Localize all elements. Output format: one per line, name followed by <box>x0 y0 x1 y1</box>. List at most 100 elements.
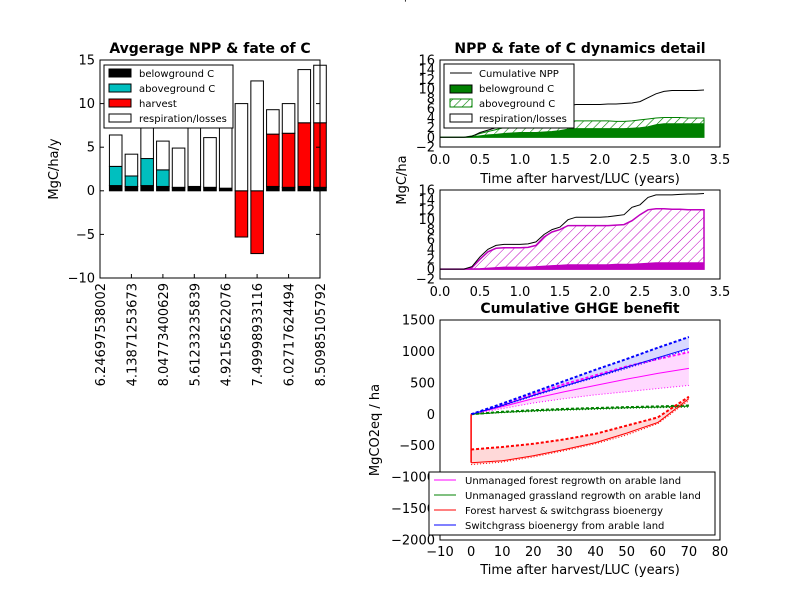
avg-npp-bars <box>108 64 327 255</box>
bar-harvest <box>234 190 249 238</box>
dyn-xtick: 3.0 <box>670 153 691 168</box>
bar-belowground <box>203 186 217 192</box>
area-hatched <box>440 208 705 270</box>
dyn-ytick: 4 <box>427 112 435 127</box>
legend-swatch-aboveground <box>449 98 473 108</box>
legend-label: respiration/losses <box>479 114 567 125</box>
dyn-xtick: 0.0 <box>430 153 451 168</box>
area-solid <box>440 262 705 270</box>
dyn2-ytick: 16 <box>418 184 435 199</box>
avg-npp-xticks: 6.24697538002 4.13871253673 8.0477340062… <box>94 274 329 386</box>
ghg-ytick: 0 <box>427 408 435 423</box>
dyn-xtick: 2.0 <box>590 153 611 168</box>
legend-label: aboveground C <box>139 84 215 95</box>
dyn2-ytick: 10 <box>418 213 435 228</box>
legend-swatch-belowground <box>108 68 132 78</box>
dyn2-xtick: 2.5 <box>630 285 651 300</box>
avg-npp-legend: belowground C aboveground C harvest resp… <box>103 64 234 129</box>
dyn-ytick: 8 <box>427 92 435 107</box>
legend-label: Unmanaged forest regrowth on arable land <box>465 476 681 487</box>
line-grass-regrowth <box>471 405 689 415</box>
dyn-ytick: 6 <box>427 102 435 117</box>
dyn2-marks <box>440 193 705 270</box>
dyn2-ytick: 14 <box>418 193 435 208</box>
avg-ytick: 5 <box>87 141 95 156</box>
bar-respiration <box>108 134 123 167</box>
line-cumulative <box>440 193 705 270</box>
avg-npp-panel: Avgerage NPP & fate of C MgC/ha/y 15 10 … <box>47 41 329 386</box>
bar-respiration <box>297 69 312 124</box>
line-low-forest-regrowth <box>471 384 689 415</box>
bar-respiration <box>266 109 280 135</box>
ghg-ylabel: MgCO2eq / ha <box>368 384 383 476</box>
bar-harvest <box>250 190 264 255</box>
bar-harvest <box>266 133 280 187</box>
legend-swatch-respiration <box>449 113 473 123</box>
dyn-xlabel: Time after harvest/LUC (years) <box>479 172 680 187</box>
dyn2-xtick: 1.5 <box>550 285 571 300</box>
dyn-ytick: −2 <box>416 141 435 156</box>
dyn-legend: Cumulative NPP belowground C aboveground… <box>443 63 575 129</box>
bar-respiration <box>203 137 217 188</box>
dyn2-ytick: 8 <box>427 223 435 238</box>
ghg-ytick: −500 <box>399 439 435 454</box>
dyn2-ytick: 4 <box>427 243 435 258</box>
legend-label: respiration/losses <box>139 114 227 125</box>
ghg-xtick: 50 <box>618 545 635 560</box>
dyn2-ytick: 6 <box>427 233 435 248</box>
ghg-xtick: 10 <box>494 545 511 560</box>
dyn-ytick: 10 <box>418 83 435 98</box>
ghg-ytick: −2000 <box>391 534 435 549</box>
dyn2-ylabel: MgC/ha <box>395 155 410 204</box>
ghg-axes-frame <box>439 319 721 541</box>
ghg-xtick: 60 <box>650 545 667 560</box>
ghg-xtick: 70 <box>681 545 698 560</box>
legend-label: Forest harvest & switchgrass bioenergy <box>465 506 663 517</box>
legend-swatch-respiration <box>108 113 132 123</box>
legend-swatch-harvest <box>108 98 132 108</box>
avg-ytick: 15 <box>78 54 95 69</box>
bar-belowground <box>156 185 170 192</box>
dyn-yticks: 16 14 12 10 8 6 4 2 0 −2 <box>416 54 435 156</box>
avg-ytick: −10 <box>68 271 95 286</box>
ghg-marks <box>470 336 690 466</box>
avg-xtick: 5.61233235839 <box>188 283 203 386</box>
dyn-ytick: 0 <box>427 131 435 146</box>
legend-label: Cumulative NPP <box>479 69 559 80</box>
bar-aboveground <box>156 169 170 187</box>
bar-respiration <box>156 140 170 171</box>
dyn2-xtick: 0.5 <box>470 285 491 300</box>
avg-xtick: 4.92156522076 <box>220 283 235 386</box>
dyn2-ytick: 0 <box>427 263 435 278</box>
dyn2-ytick: −2 <box>416 273 435 288</box>
ghg-ytick: 500 <box>410 376 435 391</box>
dyn-xtick: 3.5 <box>710 153 731 168</box>
bar-aboveground <box>108 165 123 187</box>
line-high-switchgrass <box>470 336 690 416</box>
legend-swatch-aboveground <box>108 83 132 93</box>
bar-respiration <box>234 103 249 192</box>
dyn2-xtick: 3.0 <box>670 285 691 300</box>
bar-belowground <box>266 185 280 192</box>
ghg-ytick: 1000 <box>402 345 435 360</box>
avg-npp-yticks: 15 10 5 0 −5 −10 <box>68 54 320 286</box>
bar-belowground <box>124 185 139 192</box>
avg-xtick: 4.13871253673 <box>125 283 140 386</box>
bar-belowground <box>281 186 296 192</box>
line-high-forest-harvest <box>471 395 690 451</box>
band-forest-regrowth <box>471 352 689 415</box>
legend-label: Switchgrass bioenergy from arable land <box>465 521 664 532</box>
bar-belowground <box>171 186 186 192</box>
bar-respiration <box>281 103 296 134</box>
avg-xtick: 8.50985105792 <box>314 283 329 386</box>
ghg-xticks: −10 0 10 20 30 40 50 60 70 80 <box>426 545 728 560</box>
band-forest-harvest <box>471 396 689 465</box>
ghg-xtick: 0 <box>467 545 475 560</box>
ghg-ytick: −1500 <box>391 502 435 517</box>
ghg-ytick: 1500 <box>402 314 435 329</box>
legend-swatch-belowground <box>449 84 473 94</box>
avg-xtick: 6.02717624494 <box>283 283 298 386</box>
avg-ytick: 0 <box>87 184 95 199</box>
dyn-ytick: 2 <box>427 121 435 136</box>
